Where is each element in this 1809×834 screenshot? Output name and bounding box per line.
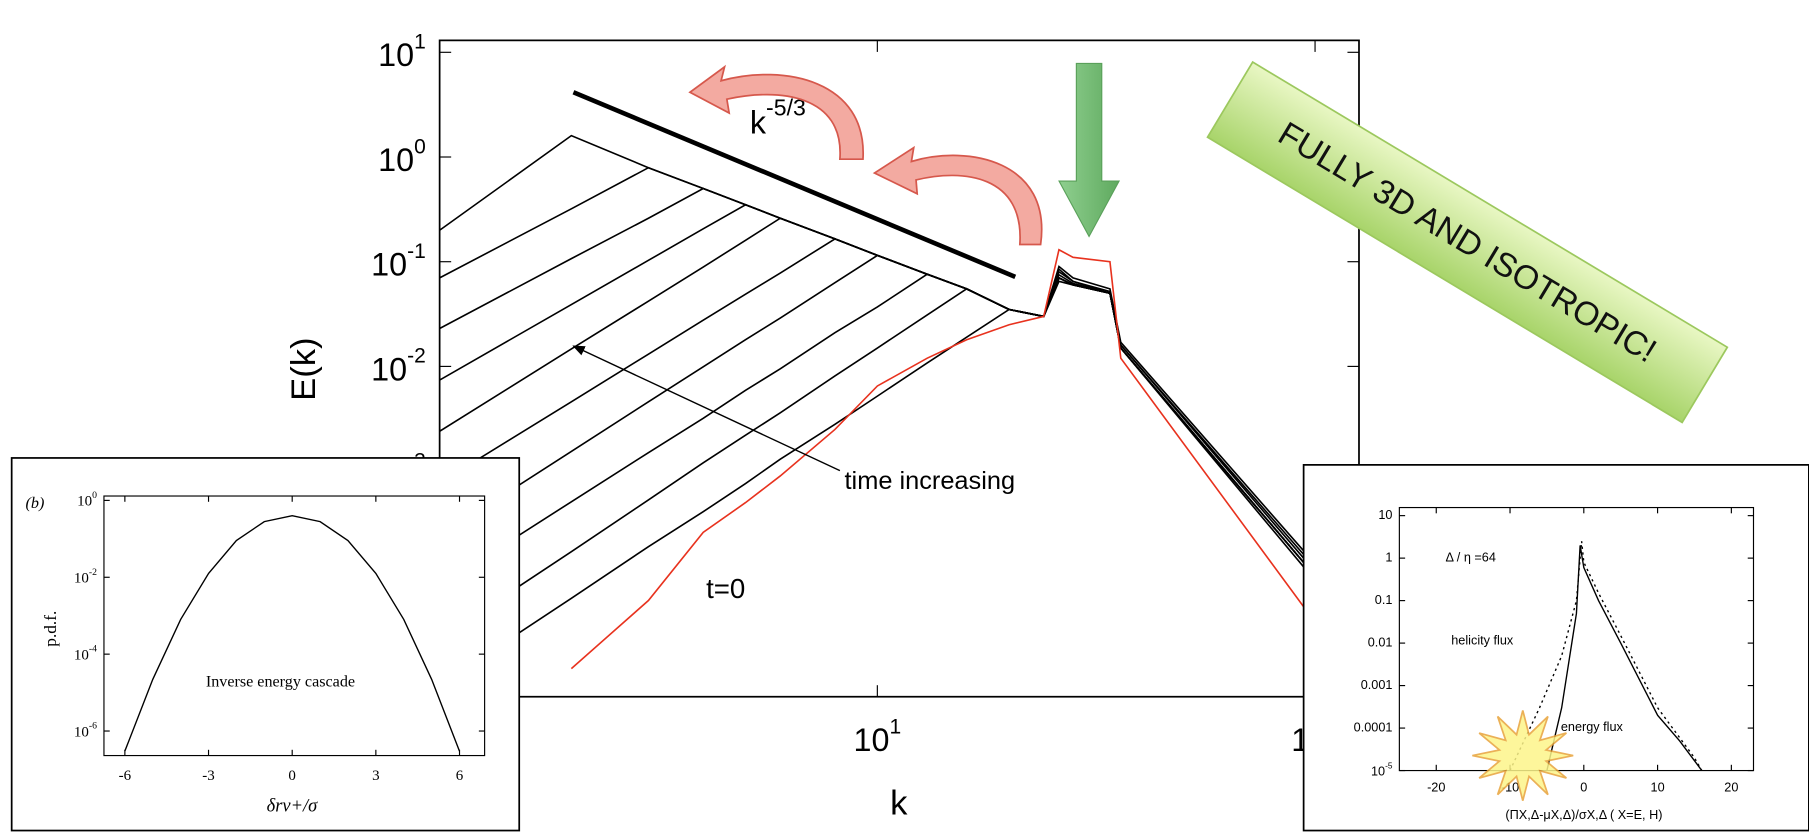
y-tick-label-base: 10 bbox=[74, 725, 89, 741]
y-tick-label-exponent: 1 bbox=[414, 30, 426, 53]
annotation: Inverse energy cascade bbox=[206, 674, 355, 691]
y-tick-label-base: 10 bbox=[74, 571, 89, 587]
x-tick-label: 0 bbox=[1580, 781, 1587, 795]
y-axis-label: p.d.f. bbox=[41, 611, 60, 647]
y-tick-label-exponent: -2 bbox=[407, 344, 426, 367]
data-line bbox=[1546, 545, 1703, 771]
data-line bbox=[439, 217, 1359, 608]
data-line bbox=[124, 515, 461, 752]
x-tick-label-exponent: 1 bbox=[889, 715, 901, 738]
x-axis-label: (ΠX,Δ-μX,Δ)/σX,Δ ( X=E, H) bbox=[1505, 808, 1662, 822]
slope-label: k-5/3 bbox=[750, 95, 806, 140]
inset-frame bbox=[10, 457, 521, 832]
x-tick-label: 3 bbox=[372, 768, 380, 784]
y-tick-label-base: 10 bbox=[378, 37, 414, 73]
y-tick-label-base: 10 bbox=[77, 494, 92, 510]
y-tick-label: 0.001 bbox=[1361, 678, 1393, 692]
x-axis-label: δrv+/σ bbox=[267, 796, 318, 816]
y-tick-label: 100 bbox=[378, 135, 426, 178]
x-tick-label: -3 bbox=[202, 768, 214, 784]
x-tick-label: 0 bbox=[288, 768, 296, 784]
data-line bbox=[439, 203, 1359, 619]
y-tick-label: 0.0001 bbox=[1354, 720, 1393, 734]
time-arrow bbox=[572, 345, 841, 472]
x-axis-label: k bbox=[890, 784, 908, 822]
banner-text: FULLY 3D AND ISOTROPIC! bbox=[1272, 115, 1663, 370]
green-arrow bbox=[1058, 62, 1121, 238]
y-tick-label-exponent: -5 bbox=[1385, 762, 1393, 771]
y-tick-label: 10 bbox=[1378, 508, 1392, 522]
x-tick-label: -6 bbox=[119, 768, 132, 784]
x-tick-label: 10 bbox=[1651, 781, 1665, 795]
y-tick-label-base: 10 bbox=[371, 351, 407, 387]
data-line bbox=[439, 254, 1359, 632]
y-tick-label: 10-6 bbox=[74, 721, 97, 741]
y-tick-label-exponent: -1 bbox=[407, 240, 426, 263]
y-tick-label: 10-4 bbox=[74, 644, 97, 664]
annotation: helicity flux bbox=[1451, 634, 1514, 648]
y-tick-label: 0.1 bbox=[1375, 593, 1393, 607]
data-line bbox=[439, 134, 1359, 619]
y-tick-label-base: 10 bbox=[74, 648, 89, 664]
red-arrow bbox=[872, 145, 1043, 246]
data-line bbox=[439, 276, 1359, 686]
banner: FULLY 3D AND ISOTROPIC! bbox=[1206, 60, 1729, 424]
y-tick-label: 10-1 bbox=[371, 240, 426, 283]
data-line bbox=[439, 273, 1359, 619]
data-line bbox=[570, 248, 1316, 670]
y-tick-label-base: 10 bbox=[378, 141, 414, 177]
plot-frame bbox=[103, 495, 486, 757]
data-line bbox=[439, 265, 1359, 640]
y-tick-label: 10-5 bbox=[1371, 762, 1393, 779]
starburst bbox=[1472, 710, 1574, 801]
power-law-line bbox=[572, 90, 1017, 279]
red-arrow bbox=[688, 64, 864, 161]
y-tick-label-exponent: -2 bbox=[89, 567, 97, 578]
slope-base: k bbox=[750, 104, 767, 140]
y-tick-label-exponent: -4 bbox=[89, 644, 97, 655]
banner-box bbox=[1206, 60, 1729, 424]
y-tick-label-base: 10 bbox=[1371, 765, 1385, 779]
y-tick-label-exponent: 0 bbox=[92, 490, 97, 501]
annotation: Δ / η =64 bbox=[1446, 551, 1496, 565]
annotation: energy flux bbox=[1561, 720, 1624, 734]
x-tick-label: 101 bbox=[854, 715, 902, 758]
y-tick-label-exponent: 0 bbox=[414, 135, 426, 158]
y-tick-label: 10-2 bbox=[371, 344, 426, 387]
x-tick-label: 6 bbox=[456, 768, 464, 784]
x-tick-label-base: 10 bbox=[854, 721, 890, 757]
y-tick-label: 0.01 bbox=[1368, 635, 1393, 649]
data-line bbox=[439, 187, 1359, 619]
plot-frame bbox=[438, 39, 1360, 698]
y-tick-label-base: 10 bbox=[371, 246, 407, 282]
x-tick-label: 20 bbox=[1724, 781, 1738, 795]
y-tick-label: 100 bbox=[77, 490, 97, 510]
plot-frame bbox=[1398, 506, 1755, 772]
y-tick-label: 10-2 bbox=[74, 567, 97, 587]
y-tick-label: 101 bbox=[378, 30, 426, 73]
panel-label: (b) bbox=[26, 495, 45, 512]
y-tick-label-exponent: -6 bbox=[89, 721, 97, 732]
annotation: time increasing bbox=[845, 467, 1016, 495]
x-tick-label: -20 bbox=[1427, 781, 1445, 795]
data-line bbox=[439, 237, 1359, 619]
annotation: t=0 bbox=[706, 573, 745, 604]
y-tick-label: 1 bbox=[1385, 550, 1392, 564]
data-line bbox=[439, 166, 1359, 619]
y-axis-label: E(k) bbox=[285, 337, 323, 400]
